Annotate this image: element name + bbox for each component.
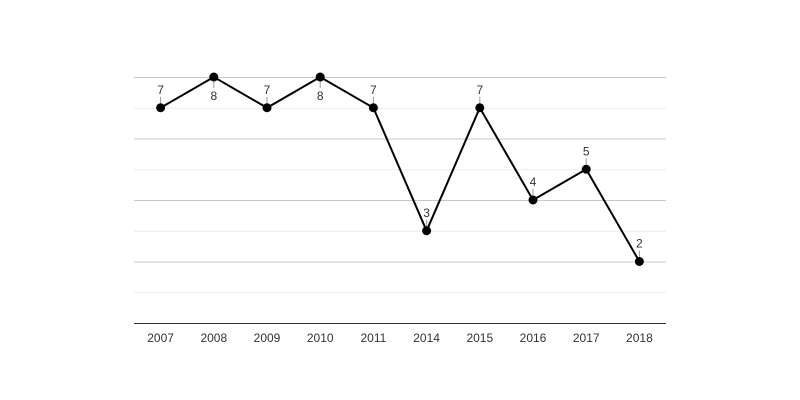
data-point [528, 195, 538, 205]
data-point [315, 72, 325, 82]
x-tick-label: 2017 [573, 331, 600, 345]
series-line [160, 75, 641, 262]
data-label: 7 [370, 83, 377, 97]
x-tick-label: 2016 [520, 331, 547, 345]
data-point [581, 164, 591, 174]
x-axis-tick-labels: 2007 2008 2009 2010 2011 2014 2015 2016 2017 2018 [147, 331, 653, 345]
data-label: 8 [210, 89, 217, 103]
x-tick-label: 2007 [147, 331, 174, 345]
data-point [209, 72, 219, 82]
data-point [634, 257, 644, 266]
x-tick-label: 2018 [626, 331, 653, 345]
data-label: 7 [264, 83, 271, 97]
data-label: 7 [157, 83, 164, 97]
gridlines [134, 77, 666, 294]
data-label: 4 [530, 175, 537, 189]
data-point [262, 103, 272, 113]
x-tick-label: 2011 [360, 331, 386, 345]
data-label: 7 [476, 83, 483, 97]
data-points [156, 72, 644, 266]
data-label: 5 [583, 144, 590, 158]
data-label: 2 [636, 237, 643, 251]
data-point [475, 103, 485, 113]
data-point [422, 226, 432, 236]
data-labels: 7 8 7 8 7 3 7 4 5 2 [157, 83, 643, 251]
data-point [156, 103, 166, 113]
x-tick-label: 2015 [466, 331, 493, 345]
x-tick-label: 2010 [307, 331, 334, 345]
data-label: 3 [423, 206, 430, 220]
x-tick-label: 2009 [254, 331, 281, 345]
data-label: 8 [317, 89, 324, 103]
x-tick-label: 2014 [413, 331, 440, 345]
x-tick-label: 2008 [200, 331, 227, 345]
data-point [368, 103, 378, 113]
